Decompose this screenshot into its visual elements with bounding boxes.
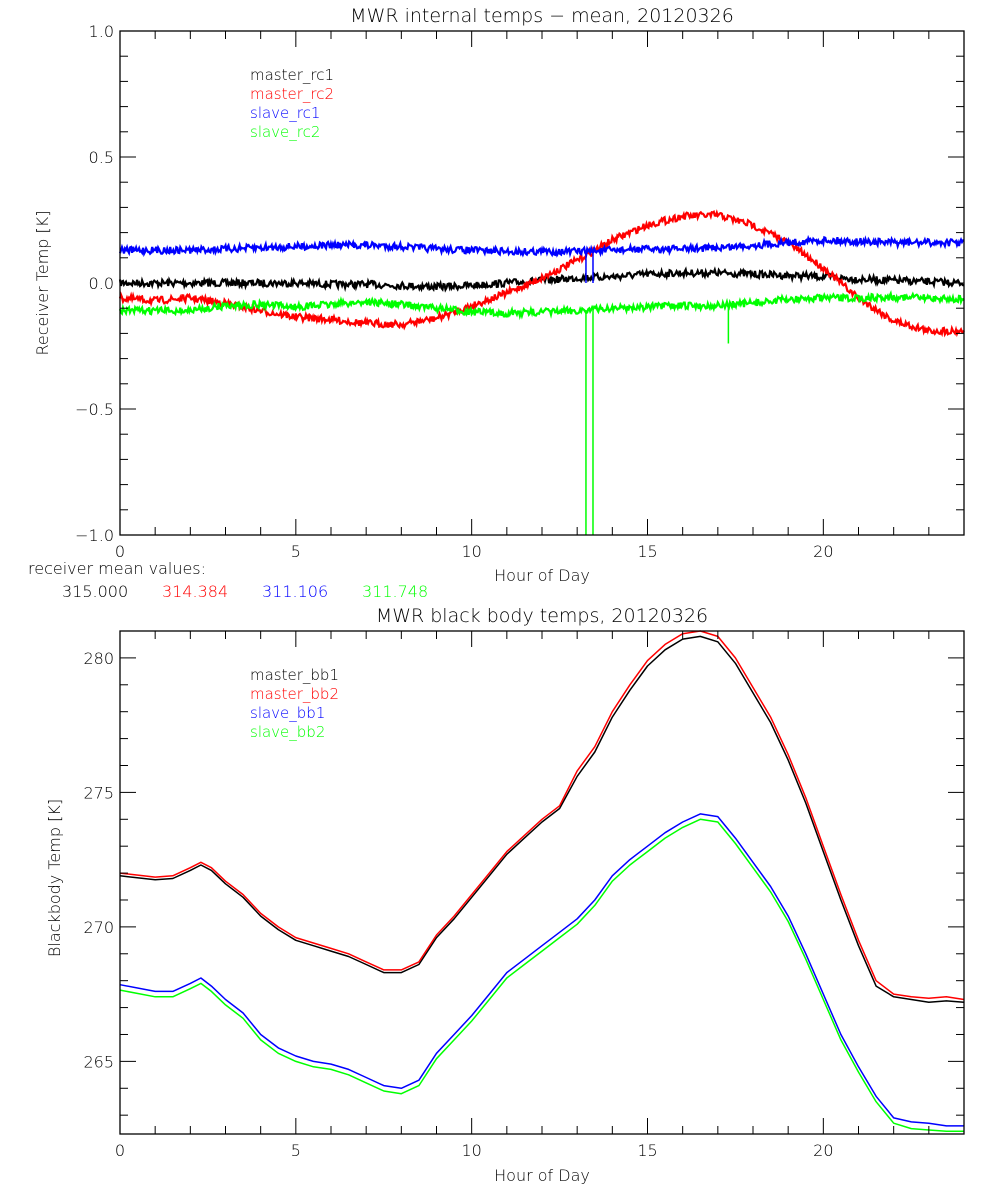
- chart-title: MWR black body temps, 20120326: [376, 605, 708, 627]
- x-tick-label: 10: [461, 1141, 481, 1160]
- y-tick-label: 270: [83, 918, 114, 937]
- series-line-master-rc2: [118, 209, 965, 338]
- series-line-slave-rc1: [118, 234, 965, 259]
- axis-ticks: [119, 30, 965, 536]
- blackbody-temp-panel: MWR black body temps, 20120326 265 270 275…: [45, 605, 965, 1185]
- x-tick-label: 0: [115, 1141, 125, 1160]
- x-tick-label: 20: [813, 1141, 833, 1160]
- series-line-slave-bb2: [119, 818, 964, 1133]
- legend-entry-master-rc1: master_rc1: [250, 66, 334, 84]
- plot-frame: [119, 630, 965, 1135]
- series-line-slave-bb1: [119, 813, 964, 1127]
- x-tick-label: 0: [115, 542, 125, 561]
- y-axis-label: Receiver Temp [K]: [33, 210, 52, 355]
- x-axis-label: Hour of Day: [494, 566, 590, 585]
- x-tick-label: 15: [637, 1141, 657, 1160]
- y-tick-labels: 265 270 275 280: [83, 649, 114, 1071]
- x-tick-label: 20: [813, 542, 833, 561]
- legend-entry-master-bb2: master_bb2: [250, 685, 339, 703]
- series-group: [119, 630, 965, 1133]
- legend-entry-slave-bb2: slave_bb2: [250, 723, 325, 741]
- y-tick-label: 265: [83, 1052, 114, 1071]
- series-group: [118, 209, 965, 535]
- receiver-temp-panel: MWR internal temps − mean, 20120326 −1.0…: [28, 5, 965, 601]
- legend-entry-slave-rc1: slave_rc1: [250, 104, 320, 122]
- x-tick-labels: 0 5 10 15 20: [115, 542, 834, 561]
- x-tick-label: 5: [291, 542, 301, 561]
- y-axis-label: Blackbody Temp [K]: [45, 799, 64, 957]
- receiver-mean-value: 311.748: [362, 582, 428, 601]
- x-tick-label: 10: [461, 542, 481, 561]
- x-tick-label: 15: [637, 542, 657, 561]
- receiver-mean-value: 315.000: [62, 582, 128, 601]
- series-line-master-bb2: [119, 630, 965, 1001]
- x-axis-label: Hour of Day: [494, 1166, 590, 1185]
- y-tick-labels: −1.0 −0.5 0.0 0.5 1.0: [75, 22, 114, 545]
- series-line-master-bb1: [119, 635, 965, 1003]
- series-line-slave-rc2: [118, 289, 965, 321]
- y-tick-label: 0.0: [89, 274, 114, 293]
- receiver-mean-value: 311.106: [262, 582, 328, 601]
- chart-title: MWR internal temps − mean, 20120326: [350, 5, 734, 27]
- y-tick-label: 280: [83, 649, 114, 668]
- y-tick-label: 275: [83, 783, 114, 802]
- legend-entry-slave-bb1: slave_bb1: [250, 704, 325, 722]
- legend-entry-master-rc2: master_rc2: [250, 85, 334, 103]
- x-tick-labels: 0 5 10 15 20: [115, 1141, 834, 1160]
- receiver-mean-value: 314.384: [162, 582, 228, 601]
- y-tick-label: −0.5: [75, 400, 114, 419]
- x-tick-label: 5: [291, 1141, 301, 1160]
- y-tick-label: −1.0: [75, 526, 114, 545]
- axis-ticks: [119, 630, 965, 1134]
- y-tick-label: 1.0: [89, 22, 114, 41]
- y-tick-label: 0.5: [89, 148, 114, 167]
- legend-entry-master-bb1: master_bb1: [250, 666, 339, 684]
- legend-entry-slave-rc2: slave_rc2: [250, 123, 320, 141]
- receiver-mean-values: 315.000 314.384 311.106 311.748: [62, 582, 428, 601]
- receiver-mean-label: receiver mean values:: [28, 559, 206, 578]
